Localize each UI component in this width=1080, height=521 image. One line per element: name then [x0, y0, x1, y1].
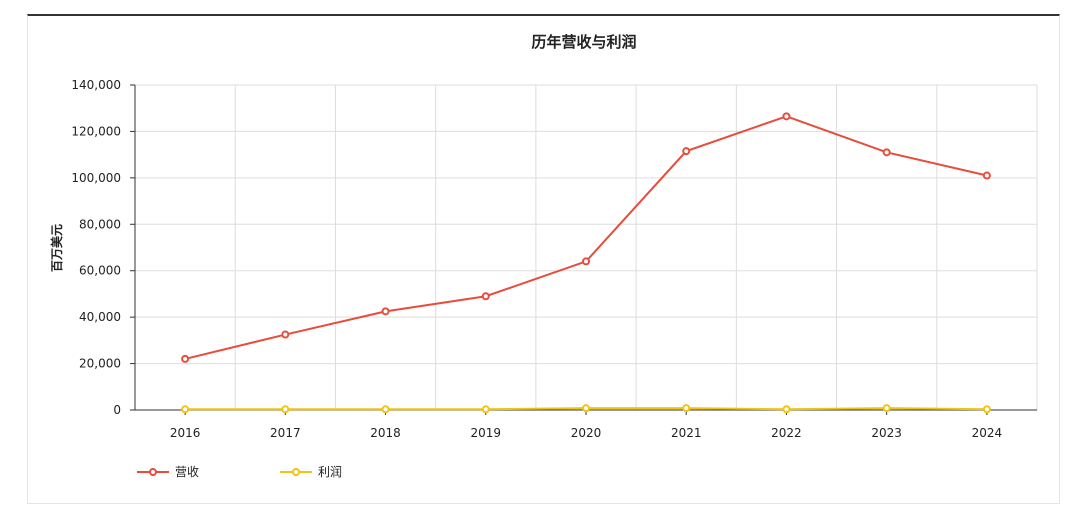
legend-label: 营收: [175, 465, 199, 479]
grid: [135, 84, 1038, 410]
y-tick-label: 60,000: [79, 264, 121, 278]
legend-swatch-marker: [149, 468, 157, 476]
x-tick-label: 2021: [671, 426, 702, 440]
data-point: [882, 404, 891, 413]
chart-title: 历年营收与利润: [531, 33, 636, 51]
x-ticks: 2016 2017 2018 2019 2020 2021 2022 2023 2024: [170, 410, 1002, 440]
data-point: [281, 405, 290, 414]
data-point: [882, 148, 891, 157]
y-axis-label: 百万美元: [49, 224, 64, 272]
x-tick-label: 2016: [170, 426, 201, 440]
chart-frame: [27, 14, 1060, 504]
y-tick-label: 120,000: [71, 124, 121, 138]
data-point: [582, 257, 590, 266]
legend[interactable]: 营收 利润: [137, 465, 342, 479]
data-point: [481, 405, 490, 414]
data-point: [782, 112, 791, 121]
data-point: [682, 147, 691, 156]
x-tick-label: 2017: [270, 426, 301, 440]
x-tick-label: 2024: [972, 426, 1003, 440]
axes: [134, 85, 1037, 411]
y-tick-label: 80,000: [79, 217, 121, 231]
data-point: [982, 405, 991, 414]
y-ticks: 0 20,000 40,000 60,000 80,000 100,000 120,000 1…: [71, 78, 135, 417]
series-revenue: [181, 112, 991, 363]
x-tick-label: 2019: [471, 426, 502, 440]
data-point: [982, 171, 991, 180]
series-layer: [181, 112, 991, 414]
data-point: [281, 330, 290, 339]
series-profit: [181, 404, 991, 414]
legend-label: 利润: [318, 465, 342, 479]
data-point: [381, 307, 390, 316]
y-tick-label: 40,000: [79, 310, 121, 324]
legend-swatch-marker: [292, 468, 300, 476]
legend-item-revenue[interactable]: 营收: [137, 465, 199, 479]
x-tick-label: 2018: [370, 426, 401, 440]
series-line: [184, 115, 988, 360]
data-point: [582, 404, 590, 413]
data-point: [181, 405, 190, 414]
data-point: [782, 405, 791, 414]
data-point: [682, 404, 691, 413]
data-point: [481, 292, 490, 301]
x-tick-label: 2023: [871, 426, 902, 440]
y-tick-label: 140,000: [71, 78, 121, 92]
data-point: [381, 405, 390, 414]
y-tick-label: 0: [113, 403, 121, 417]
legend-item-profit[interactable]: 利润: [280, 465, 342, 479]
y-tick-label: 100,000: [71, 171, 121, 185]
x-tick-label: 2022: [771, 426, 802, 440]
x-tick-label: 2020: [571, 426, 602, 440]
y-tick-label: 20,000: [79, 357, 121, 371]
data-point: [181, 354, 190, 363]
